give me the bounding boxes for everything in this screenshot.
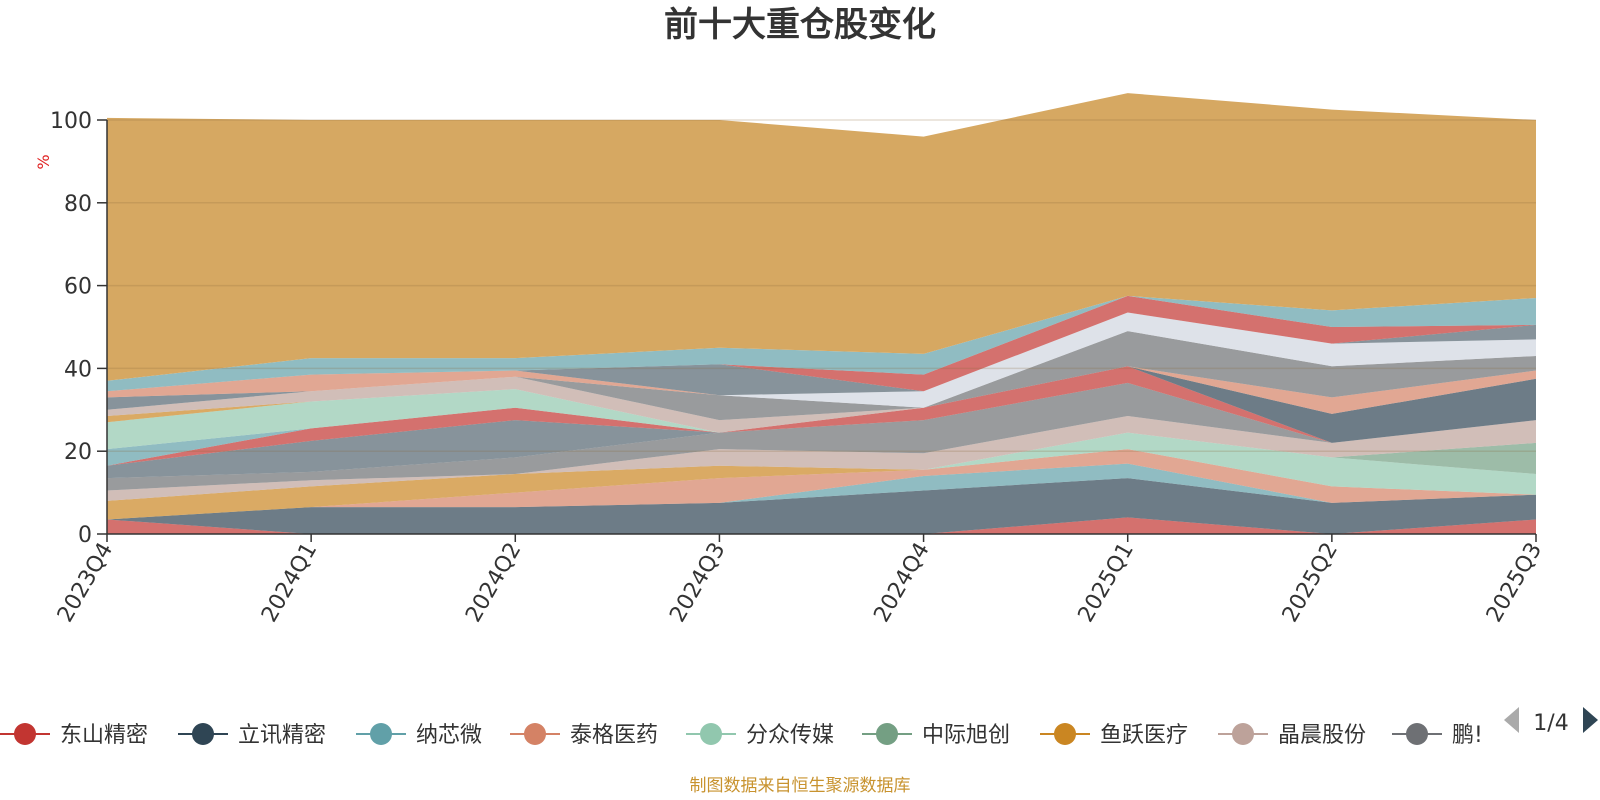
area-series-8 [107,382,1536,491]
chart-title: 前十大重仓股变化 [664,5,936,45]
legend-marker-icon [700,723,722,745]
data-source-note: 制图数据来自恒生聚源数据库 [690,776,911,796]
y-tick-label: 60 [64,275,92,300]
area-series-21 [107,312,1536,396]
plot-area-layers [107,93,1536,534]
x-tick-label: 2024Q1 [257,539,322,627]
area-series-2 [107,463,1536,520]
area-series-19 [107,331,1536,408]
area-series-1 [107,478,1536,534]
x-tick-label: 2025Q1 [1074,539,1139,627]
y-tick-label: 40 [64,357,92,382]
x-tick-label: 2024Q4 [869,539,934,627]
legend-marker-icon [1406,723,1428,745]
legend-item[interactable]: 中际旭创 [862,723,1010,748]
grid-lines [107,119,1536,452]
y-tick-label: 100 [50,109,92,134]
x-tick-label: 2025Q2 [1278,539,1343,627]
area-series-15 [107,366,1536,433]
area-series-18 [107,366,1536,414]
legend-item[interactable]: 晶晨股份 [1218,723,1366,748]
area-series-22 [107,295,1536,392]
area-series-0 [107,517,1536,534]
legend-label: 分众传媒 [746,723,834,748]
area-series-20 [107,312,1536,408]
area-series-6 [107,432,1536,520]
legend-marker-icon [1232,723,1254,745]
legend-page-indicator: 1/4 [1533,711,1568,736]
area-series-13 [107,366,1536,450]
legend: 东山精密 立讯精密 纳芯微 泰格医药 分众传媒 中际旭创 鱼跃医疗 晶晨股份 鹏! [0,723,1483,748]
legend-label: 中际旭创 [922,723,1010,748]
legend-item[interactable]: 东山精密 [0,723,148,748]
y-tick-label: 80 [64,192,92,217]
area-series-4 [107,432,1536,520]
legend-marker-icon [524,723,546,745]
legend-item[interactable]: 立讯精密 [178,723,326,748]
area-series-10 [107,366,1536,466]
legend-label: 东山精密 [60,723,148,748]
legend-label: 鱼跃医疗 [1100,723,1188,748]
legend-marker-icon [192,723,214,745]
y-tick-label: 20 [64,440,92,465]
legend-label: 纳芯微 [416,723,482,748]
area-series-24 [107,93,1536,381]
area-series-16 [107,366,1536,421]
x-tick-label: 2024Q2 [461,539,526,627]
legend-label: 晶晨股份 [1278,723,1366,748]
y-axis-unit-label: % [34,154,53,169]
legend-marker-icon [14,723,36,745]
legend-item[interactable]: 分众传媒 [686,723,834,748]
area-series-23 [107,295,1536,392]
legend-prev-page-icon[interactable] [1504,707,1519,733]
legend-label: 鹏! [1452,723,1483,748]
x-tick-label: 2025Q3 [1482,539,1547,627]
legend-label: 泰格医药 [570,723,658,748]
legend-pager: 1/4 [1504,707,1598,736]
x-tick-label: 2023Q4 [53,539,118,627]
legend-label: 立讯精密 [238,723,326,748]
legend-marker-icon [1054,723,1076,745]
legend-marker-icon [876,723,898,745]
area-series-9 [107,382,1536,479]
y-tick-label: 0 [78,523,92,548]
legend-item[interactable]: 泰格医药 [510,723,658,748]
legend-item[interactable]: 鱼跃医疗 [1040,723,1188,748]
legend-item[interactable]: 纳芯微 [356,723,482,748]
area-series-7 [107,416,1536,501]
legend-marker-icon [370,723,392,745]
x-tick-label: 2024Q3 [665,539,730,627]
legend-next-page-icon[interactable] [1583,707,1598,733]
legend-item[interactable]: 鹏! [1392,723,1483,748]
area-series-3 [107,449,1536,520]
